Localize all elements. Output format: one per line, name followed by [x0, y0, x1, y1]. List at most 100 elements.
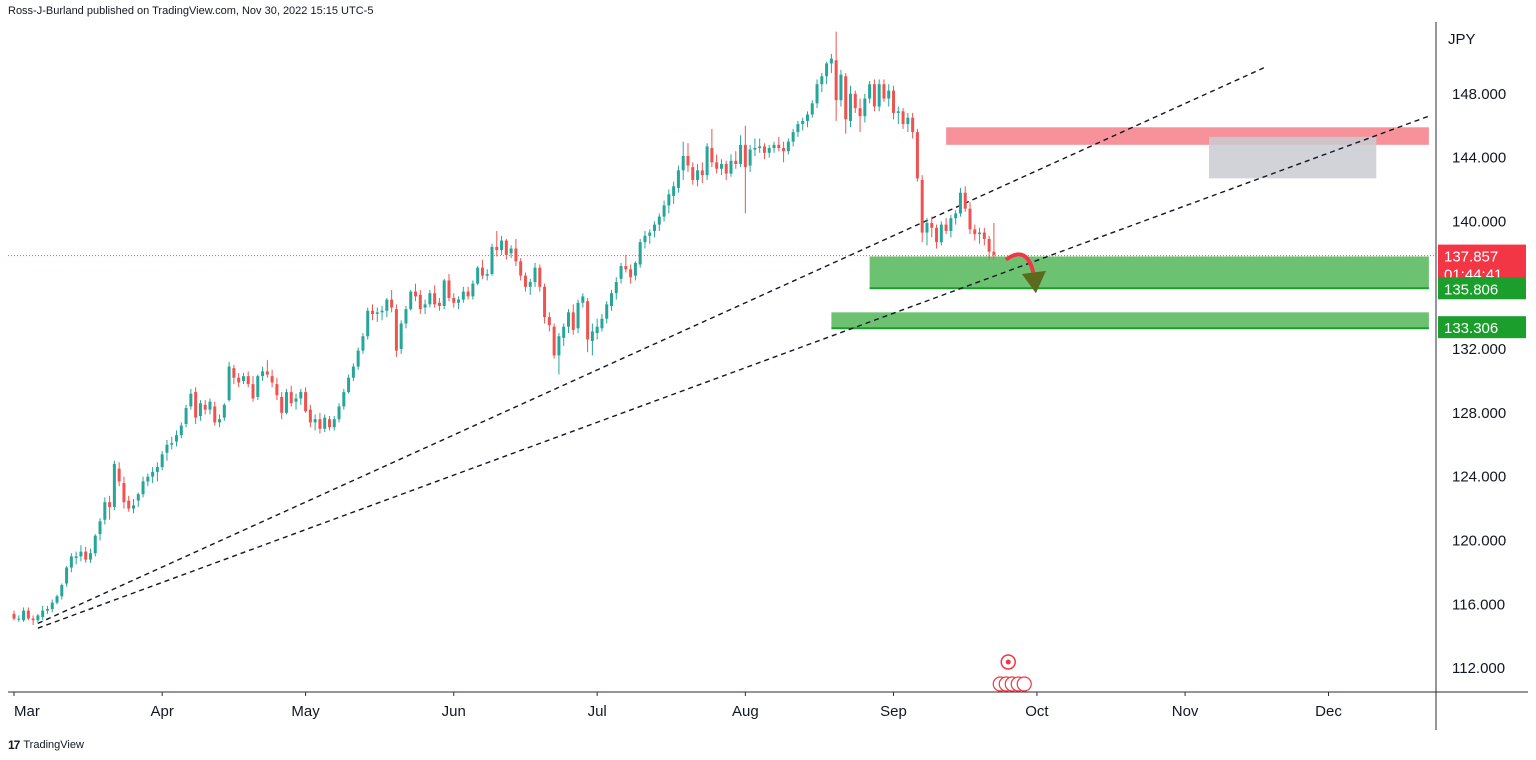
candle — [777, 136, 781, 152]
candle-body — [595, 326, 599, 334]
candle — [825, 61, 829, 85]
price-chart[interactable]: JPY 112.000 116.000 120.000 124.000 128.000 13… — [8, 22, 1528, 730]
x-tick-label: Dec — [1315, 703, 1342, 720]
candle — [767, 144, 771, 158]
candle — [528, 278, 532, 295]
candle-body — [371, 310, 374, 314]
candle — [437, 297, 441, 311]
candle — [280, 392, 284, 420]
candle — [447, 274, 451, 302]
candle — [939, 221, 943, 246]
candle-body — [700, 170, 704, 176]
candle-body — [657, 216, 661, 225]
candle-body — [849, 93, 852, 121]
candle — [581, 293, 585, 308]
candle — [471, 280, 475, 300]
candle-body — [36, 615, 40, 621]
candle — [863, 93, 867, 123]
candle-body — [562, 326, 566, 338]
candle — [887, 84, 891, 107]
x-tick-label: Jul — [588, 703, 607, 720]
candle-body — [662, 205, 666, 217]
candle-body — [361, 336, 365, 351]
candle — [356, 347, 360, 370]
candle — [762, 143, 766, 160]
candle-body — [719, 163, 723, 169]
candle-body — [973, 229, 977, 235]
candle-body — [954, 213, 958, 219]
candle-body — [868, 84, 872, 99]
candle-body — [203, 404, 207, 410]
candle-body — [26, 610, 30, 619]
candle-body — [590, 331, 594, 342]
candle — [696, 163, 700, 187]
candle-body — [442, 280, 446, 306]
candle-body — [160, 454, 164, 468]
candle — [963, 186, 967, 212]
candle — [12, 610, 16, 621]
candle-body — [729, 160, 733, 174]
candle-body — [629, 269, 633, 278]
candle — [715, 154, 719, 174]
candle-body — [218, 419, 222, 423]
candle — [667, 189, 671, 214]
candle-body — [605, 304, 609, 319]
candle-body — [480, 267, 484, 276]
trendline-shallow — [37, 115, 1430, 629]
candle — [935, 224, 939, 249]
level-label-bg — [1438, 316, 1526, 339]
candle-body — [547, 317, 551, 326]
candle — [380, 305, 384, 321]
candle-body — [839, 74, 843, 101]
candle — [222, 403, 226, 421]
support-2-zone — [831, 312, 1429, 329]
candle-body — [98, 521, 102, 535]
candle-body — [500, 240, 504, 251]
candle — [648, 229, 652, 244]
candle — [911, 112, 915, 139]
candle — [877, 79, 881, 112]
candle-body — [485, 274, 489, 276]
last-price-label-text: 137.857 — [1444, 249, 1498, 266]
candle-body — [280, 396, 284, 413]
candle — [992, 223, 996, 260]
candle — [490, 243, 494, 276]
candle-body — [748, 149, 752, 166]
candle-body — [308, 409, 312, 423]
candle — [256, 374, 260, 401]
candle — [45, 605, 49, 614]
candle — [476, 266, 480, 286]
candle-body — [256, 376, 260, 397]
tradingview-brand[interactable]: 17 TradingView — [8, 738, 84, 752]
candle-body — [246, 376, 250, 385]
candle-body — [108, 502, 112, 507]
candle — [366, 307, 370, 340]
candle-body — [65, 567, 69, 584]
candle — [65, 565, 69, 587]
candle-body — [437, 302, 441, 306]
candle — [614, 277, 618, 300]
candle-body — [825, 63, 829, 77]
candle-body — [624, 266, 628, 270]
candle — [514, 238, 518, 267]
candle-body — [418, 294, 422, 310]
candle — [218, 414, 222, 428]
candle-body — [892, 90, 896, 113]
candle — [433, 285, 437, 308]
candle — [748, 144, 752, 172]
candle-body — [796, 124, 800, 133]
candle — [452, 293, 456, 308]
candle — [361, 333, 365, 354]
candle-body — [762, 146, 766, 153]
candle-body — [734, 160, 738, 164]
candle — [849, 85, 852, 128]
candle — [284, 388, 288, 415]
support-1-zone — [869, 256, 1429, 289]
candle — [423, 299, 427, 314]
chart-canvas[interactable]: JPY 112.000 116.000 120.000 124.000 128.000 13… — [8, 22, 1528, 730]
candle-body — [351, 366, 355, 378]
candle-layer — [12, 31, 996, 625]
candle-body — [74, 556, 78, 558]
candle-body — [982, 232, 986, 239]
candle — [605, 301, 609, 324]
